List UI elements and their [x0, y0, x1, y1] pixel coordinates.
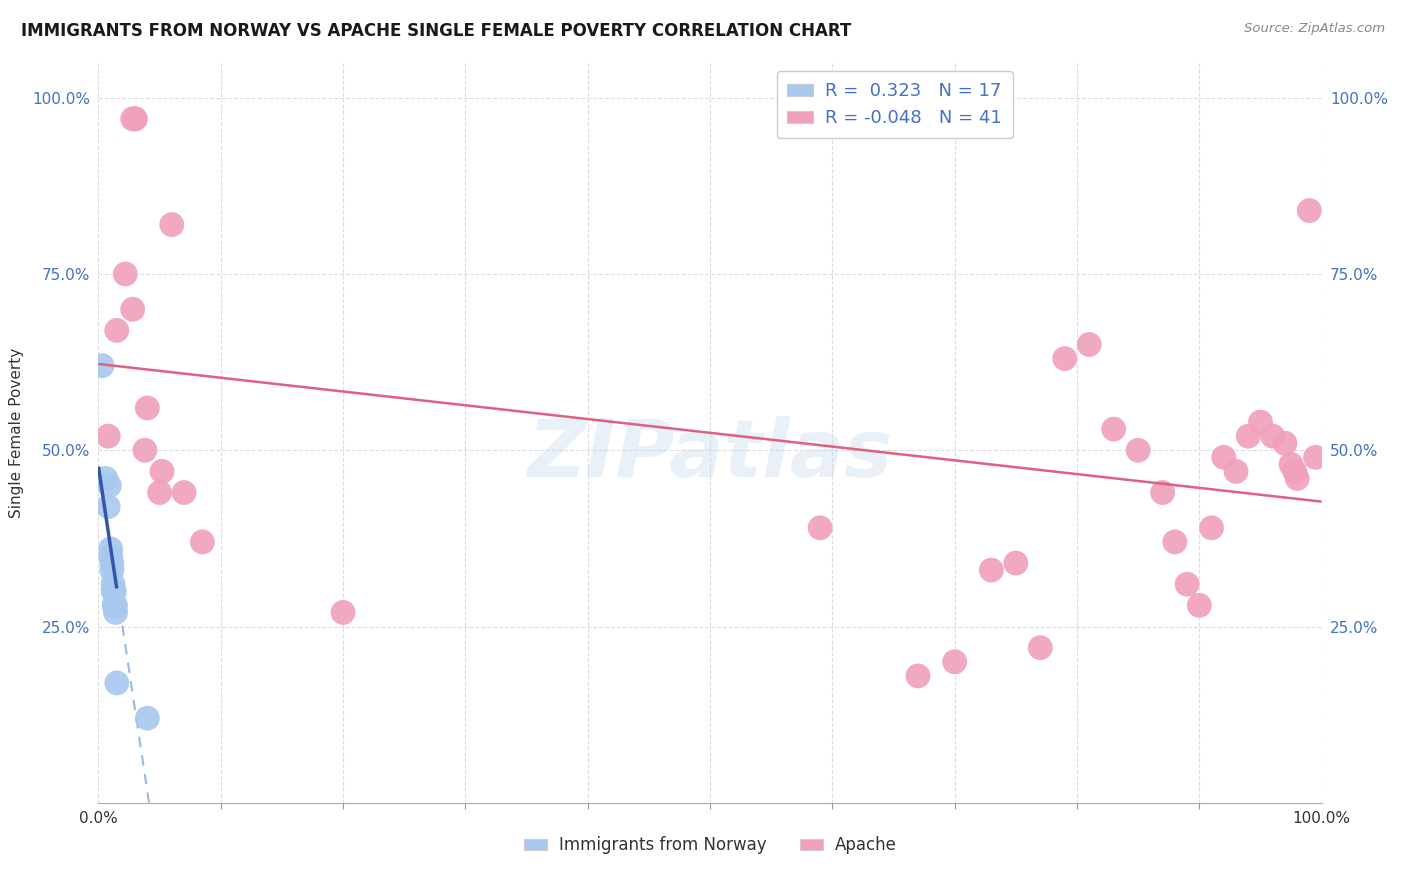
Point: [91, 359, 114, 373]
Legend: Immigrants from Norway, Apache: Immigrants from Norway, Apache: [517, 830, 903, 861]
Point: [105, 323, 128, 337]
Point: [150, 464, 173, 478]
Point: [124, 112, 146, 126]
Point: [943, 655, 966, 669]
Point: [104, 599, 127, 613]
Point: [191, 535, 214, 549]
Point: [124, 112, 146, 126]
Point: [103, 584, 125, 599]
Point: [1237, 429, 1260, 443]
Point: [114, 267, 136, 281]
Point: [103, 599, 125, 613]
Point: [105, 676, 128, 690]
Point: [1274, 436, 1296, 450]
Point: [121, 112, 143, 126]
Point: [101, 556, 124, 570]
Point: [97, 500, 120, 514]
Point: [1212, 450, 1234, 465]
Point: [1225, 464, 1247, 478]
Point: [907, 669, 929, 683]
Point: [1078, 337, 1101, 351]
Text: Source: ZipAtlas.com: Source: ZipAtlas.com: [1244, 22, 1385, 36]
Point: [1053, 351, 1076, 366]
Point: [98, 478, 121, 492]
Point: [1029, 640, 1052, 655]
Point: [1004, 556, 1026, 570]
Point: [1175, 577, 1198, 591]
Point: [1284, 464, 1306, 478]
Y-axis label: Single Female Poverty: Single Female Poverty: [8, 348, 24, 517]
Point: [1279, 458, 1302, 472]
Point: [1298, 203, 1320, 218]
Text: IMMIGRANTS FROM NORWAY VS APACHE SINGLE FEMALE POVERTY CORRELATION CHART: IMMIGRANTS FROM NORWAY VS APACHE SINGLE …: [21, 22, 852, 40]
Point: [1152, 485, 1174, 500]
Point: [160, 218, 183, 232]
Point: [1164, 535, 1187, 549]
Point: [101, 563, 124, 577]
Point: [100, 541, 122, 556]
Point: [1188, 599, 1211, 613]
Point: [134, 443, 156, 458]
Point: [173, 485, 195, 500]
Point: [1249, 415, 1271, 429]
Point: [980, 563, 1002, 577]
Point: [101, 577, 124, 591]
Point: [136, 401, 159, 415]
Point: [1128, 443, 1150, 458]
Point: [1261, 429, 1284, 443]
Point: [332, 606, 354, 620]
Point: [97, 429, 120, 443]
Point: [104, 606, 127, 620]
Point: [1286, 471, 1309, 485]
Point: [121, 302, 143, 317]
Point: [101, 584, 124, 599]
Text: ZIPatlas: ZIPatlas: [527, 416, 893, 494]
Point: [94, 471, 117, 485]
Point: [103, 599, 125, 613]
Point: [136, 711, 159, 725]
Point: [1305, 450, 1327, 465]
Point: [1201, 521, 1223, 535]
Point: [1102, 422, 1125, 436]
Point: [149, 485, 172, 500]
Point: [100, 549, 122, 563]
Point: [808, 521, 831, 535]
